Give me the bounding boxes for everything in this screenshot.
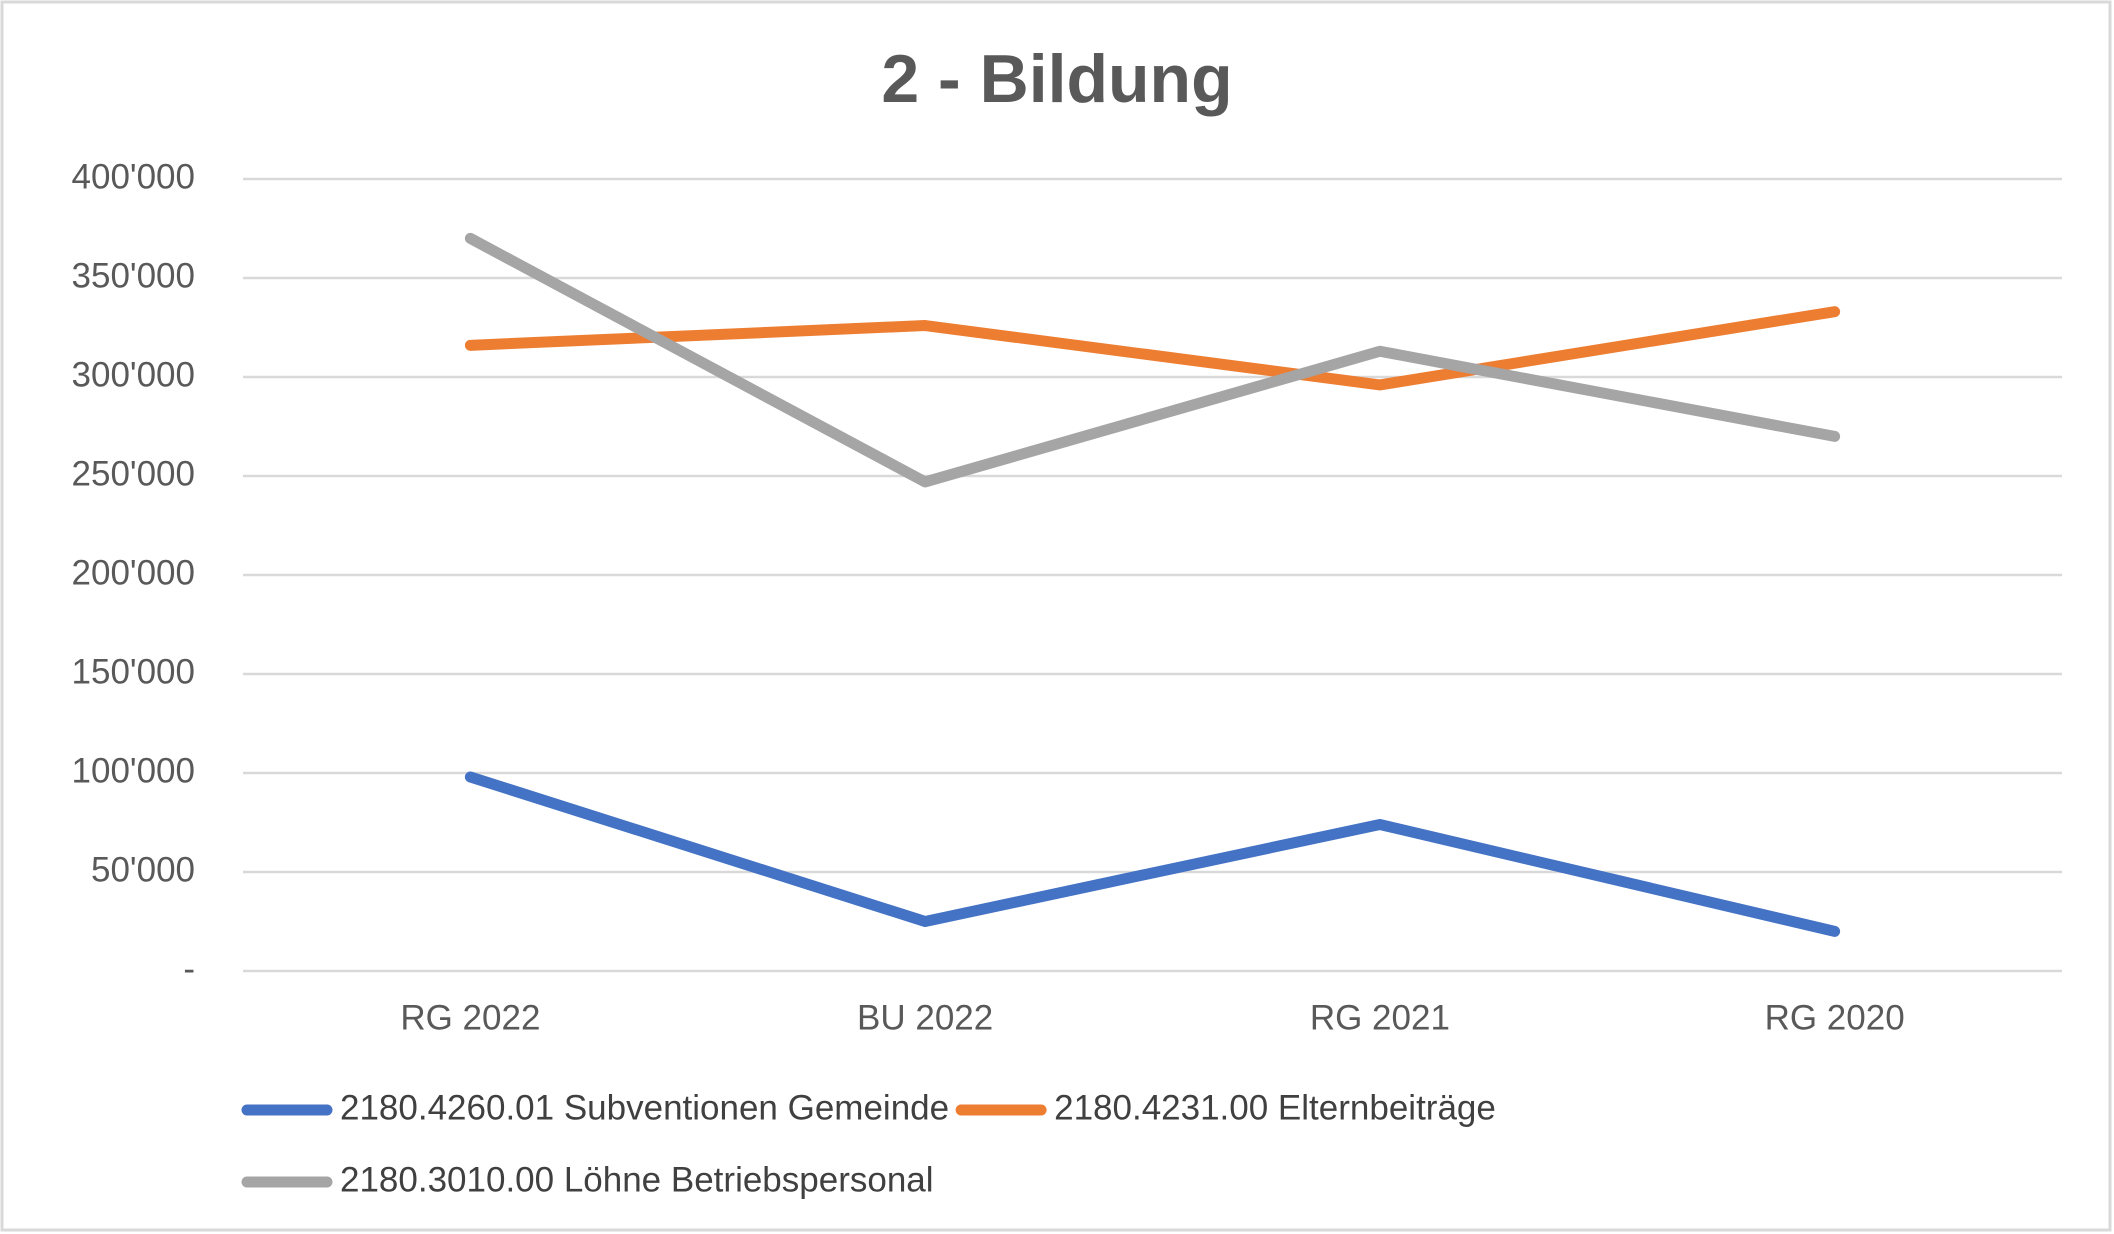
y-tick-label: - xyxy=(183,949,195,988)
y-tick-label: 150'000 xyxy=(72,652,195,691)
x-tick-label: BU 2022 xyxy=(857,998,993,1037)
legend-label: 2180.4260.01 Subventionen Gemeinde xyxy=(340,1088,949,1127)
y-tick-label: 300'000 xyxy=(72,355,195,394)
line-series xyxy=(464,306,1841,391)
x-tick-label: RG 2021 xyxy=(1310,998,1450,1037)
x-tick-label: RG 2022 xyxy=(400,998,540,1037)
y-tick-label: 400'000 xyxy=(72,157,195,196)
y-tick-label: 100'000 xyxy=(72,751,195,790)
y-tick-label: 250'000 xyxy=(72,454,195,493)
line-series xyxy=(464,232,1841,488)
legend-label: 2180.3010.00 Löhne Betriebspersonal xyxy=(340,1160,934,1199)
chart-title: 2 - Bildung xyxy=(881,41,1232,117)
y-tick-label: 350'000 xyxy=(72,256,195,295)
y-tick-label: 50'000 xyxy=(91,850,195,889)
y-tick-label: 200'000 xyxy=(72,553,195,592)
line-series xyxy=(464,771,1841,937)
x-tick-label: RG 2020 xyxy=(1765,998,1905,1037)
legend-label: 2180.4231.00 Elternbeiträge xyxy=(1054,1088,1496,1127)
